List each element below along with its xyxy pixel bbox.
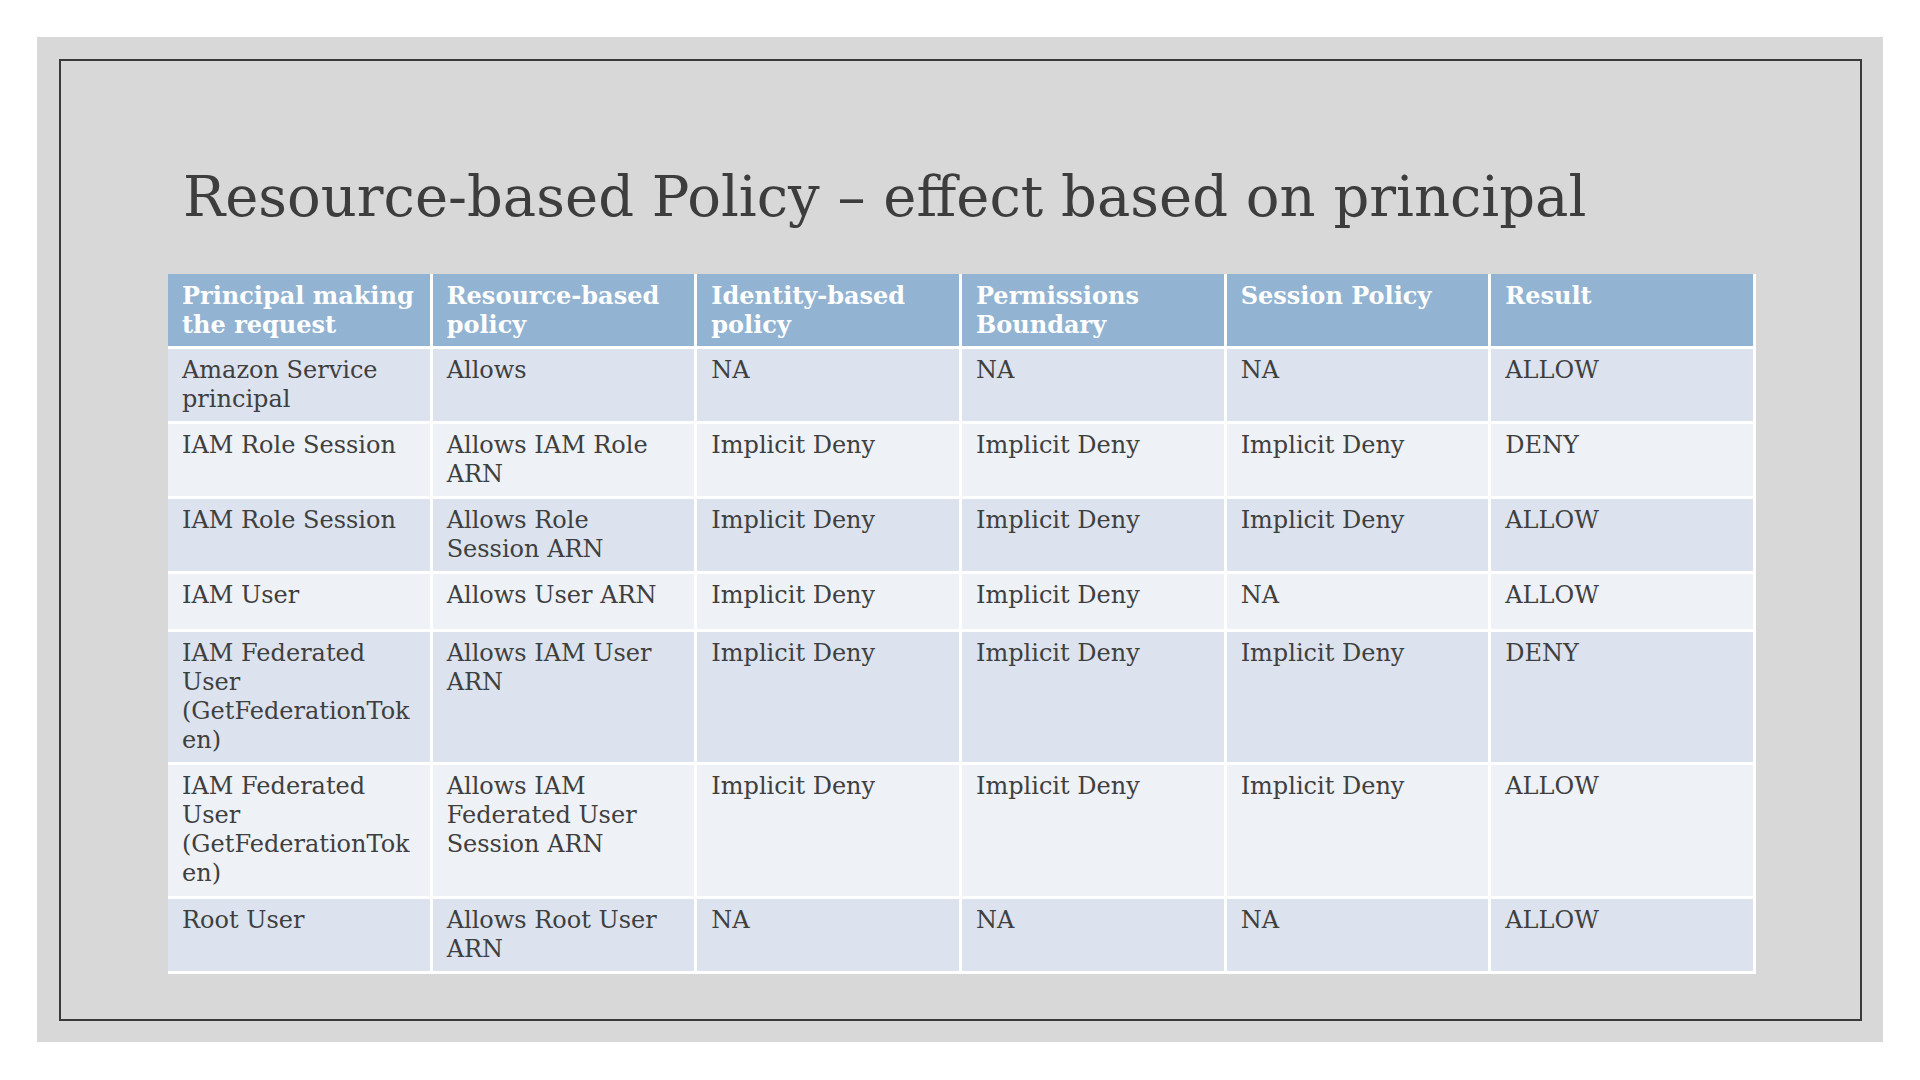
table-cell-result: DENY: [1491, 632, 1756, 765]
screenshot-viewport: Resource-based Policy – effect based on …: [0, 0, 1920, 1080]
table-cell-result: ALLOW: [1491, 349, 1756, 424]
table-cell: Amazon Service principal: [168, 349, 433, 424]
table-cell-result: ALLOW: [1491, 899, 1756, 974]
table-row: IAM Role Session Allows Role Session ARN…: [168, 499, 1756, 574]
table-cell: IAM Federated User (GetFederationToken): [168, 632, 433, 765]
table-cell: Implicit Deny: [697, 765, 962, 898]
table-cell: Implicit Deny: [962, 765, 1227, 898]
table-row: IAM Federated User (GetFederationToken) …: [168, 632, 1756, 765]
table-cell: Implicit Deny: [1227, 499, 1492, 574]
table-row: IAM Federated User (GetFederationToken) …: [168, 765, 1756, 898]
policy-effect-table: Principal making the request Resource-ba…: [168, 274, 1756, 974]
table-cell: NA: [1227, 899, 1492, 974]
table-cell: Implicit Deny: [697, 424, 962, 499]
table-cell: Allows Role Session ARN: [433, 499, 698, 574]
table-cell: IAM User: [168, 574, 433, 632]
table-cell: NA: [1227, 574, 1492, 632]
table-cell: Allows IAM User ARN: [433, 632, 698, 765]
table-cell: NA: [962, 349, 1227, 424]
slide-title: Resource-based Policy – effect based on …: [183, 165, 1783, 229]
column-header-permissions-boundary: Permissions Boundary: [962, 274, 1227, 349]
table-cell: Implicit Deny: [1227, 765, 1492, 898]
table-cell: Implicit Deny: [962, 574, 1227, 632]
table-cell: Implicit Deny: [962, 499, 1227, 574]
column-header-principal: Principal making the request: [168, 274, 433, 349]
table-row: IAM User Allows User ARN Implicit Deny I…: [168, 574, 1756, 632]
table-cell: NA: [697, 899, 962, 974]
table-cell-result: ALLOW: [1491, 574, 1756, 632]
table-cell: Implicit Deny: [1227, 632, 1492, 765]
table-cell-result: ALLOW: [1491, 765, 1756, 898]
table-cell: IAM Federated User (GetFederationToken): [168, 765, 433, 898]
column-header-resource-policy: Resource-based policy: [433, 274, 698, 349]
table-cell-result: ALLOW: [1491, 499, 1756, 574]
table-cell: NA: [697, 349, 962, 424]
table-row: Root User Allows Root User ARN NA NA NA …: [168, 899, 1756, 974]
table-cell: Allows Root User ARN: [433, 899, 698, 974]
slide-canvas: Resource-based Policy – effect based on …: [37, 37, 1883, 1042]
table-cell-result: DENY: [1491, 424, 1756, 499]
table-cell: Implicit Deny: [1227, 424, 1492, 499]
table-row: IAM Role Session Allows IAM Role ARN Imp…: [168, 424, 1756, 499]
column-header-result: Result: [1491, 274, 1756, 349]
table-cell: Root User: [168, 899, 433, 974]
table-cell: Allows User ARN: [433, 574, 698, 632]
table-cell: Allows IAM Federated User Session ARN: [433, 765, 698, 898]
table-cell: Implicit Deny: [697, 574, 962, 632]
table-cell: NA: [962, 899, 1227, 974]
column-header-session-policy: Session Policy: [1227, 274, 1492, 349]
table-cell: Allows IAM Role ARN: [433, 424, 698, 499]
table-cell: IAM Role Session: [168, 424, 433, 499]
table-cell: Implicit Deny: [697, 632, 962, 765]
table-cell: IAM Role Session: [168, 499, 433, 574]
table-cell: NA: [1227, 349, 1492, 424]
table-cell: Allows: [433, 349, 698, 424]
table-cell: Implicit Deny: [697, 499, 962, 574]
table-header-row: Principal making the request Resource-ba…: [168, 274, 1756, 349]
table-row: Amazon Service principal Allows NA NA NA…: [168, 349, 1756, 424]
table-cell: Implicit Deny: [962, 632, 1227, 765]
column-header-identity-policy: Identity-based policy: [697, 274, 962, 349]
table-cell: Implicit Deny: [962, 424, 1227, 499]
